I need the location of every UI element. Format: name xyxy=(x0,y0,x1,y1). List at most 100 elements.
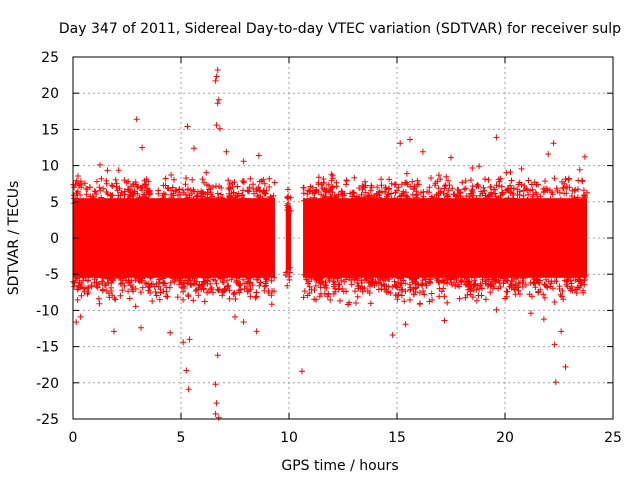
data-point xyxy=(584,189,590,196)
data-point xyxy=(236,273,243,280)
data-point xyxy=(421,273,428,279)
data-point xyxy=(184,280,191,287)
data-point xyxy=(255,275,261,281)
data-point xyxy=(182,181,189,188)
data-point xyxy=(219,292,226,299)
data-point xyxy=(487,191,493,198)
data-point xyxy=(216,125,223,132)
data-point xyxy=(96,300,103,307)
data-point xyxy=(482,278,489,285)
data-point xyxy=(234,193,241,200)
data-point xyxy=(531,279,538,285)
data-point xyxy=(541,281,548,288)
data-point xyxy=(81,180,88,187)
data-point xyxy=(574,269,581,276)
data-point xyxy=(487,289,494,296)
data-point xyxy=(133,116,140,123)
data-point xyxy=(547,187,553,194)
data-point xyxy=(394,292,401,299)
data-point xyxy=(468,191,475,198)
data-point xyxy=(213,400,220,407)
data-point xyxy=(212,381,219,388)
data-point xyxy=(137,185,144,191)
data-point xyxy=(419,148,426,155)
data-point xyxy=(543,276,549,283)
data-point xyxy=(362,189,369,196)
data-point xyxy=(503,169,510,176)
data-point xyxy=(246,184,253,191)
data-point xyxy=(478,199,485,206)
data-point xyxy=(442,182,449,189)
data-point xyxy=(250,181,256,188)
data-point xyxy=(171,278,178,285)
data-point xyxy=(340,288,347,295)
data-point xyxy=(183,367,190,374)
data-point xyxy=(441,279,448,286)
data-point xyxy=(455,268,461,275)
data-point xyxy=(469,294,476,301)
data-point xyxy=(185,186,191,193)
data-point xyxy=(268,277,275,284)
y-tick-label: -20 xyxy=(36,376,59,392)
data-point xyxy=(217,275,224,282)
data-point xyxy=(387,290,394,296)
data-point xyxy=(105,280,112,287)
data-point xyxy=(108,182,115,189)
data-point xyxy=(449,281,455,288)
data-point xyxy=(377,276,384,283)
data-point xyxy=(284,186,291,193)
data-point xyxy=(375,286,382,293)
data-point xyxy=(74,272,81,279)
data-point xyxy=(256,282,263,289)
data-point xyxy=(351,174,358,181)
data-point xyxy=(393,187,400,194)
data-point xyxy=(489,270,495,277)
data-point xyxy=(247,293,254,300)
data-point xyxy=(134,190,141,197)
data-point xyxy=(428,290,435,297)
data-point xyxy=(389,332,396,338)
data-point xyxy=(449,185,456,192)
data-point xyxy=(160,195,167,202)
data-point xyxy=(476,285,483,292)
data-point xyxy=(131,188,138,195)
data-point xyxy=(426,184,433,191)
data-point xyxy=(136,194,143,201)
data-point xyxy=(144,200,151,207)
data-point xyxy=(111,328,117,335)
data-point xyxy=(562,363,569,370)
data-point xyxy=(407,136,413,143)
data-point xyxy=(153,292,160,299)
data-point xyxy=(183,175,190,181)
data-point xyxy=(73,319,80,325)
data-point xyxy=(436,272,443,279)
data-point xyxy=(367,187,374,194)
data-point xyxy=(240,195,247,202)
data-point xyxy=(195,292,202,299)
data-point xyxy=(137,289,144,296)
data-point xyxy=(507,169,514,175)
data-point xyxy=(487,184,494,191)
data-point xyxy=(311,194,318,201)
data-point xyxy=(74,179,81,186)
data-point xyxy=(551,341,558,348)
data-point xyxy=(482,176,488,183)
data-point xyxy=(75,173,81,179)
y-tick-label: 10 xyxy=(41,159,59,175)
data-point xyxy=(259,195,266,202)
data-point xyxy=(313,296,320,303)
data-point xyxy=(236,282,243,289)
data-point xyxy=(266,184,273,190)
data-point xyxy=(332,288,339,295)
data-point xyxy=(518,165,525,172)
data-point xyxy=(325,273,332,280)
data-point xyxy=(180,288,187,295)
data-point xyxy=(556,198,562,205)
data-point xyxy=(104,167,111,174)
data-point xyxy=(481,187,488,194)
data-point xyxy=(97,161,103,168)
data-point xyxy=(237,286,244,293)
data-point xyxy=(354,193,360,200)
data-point xyxy=(348,197,355,204)
data-point xyxy=(221,273,228,280)
